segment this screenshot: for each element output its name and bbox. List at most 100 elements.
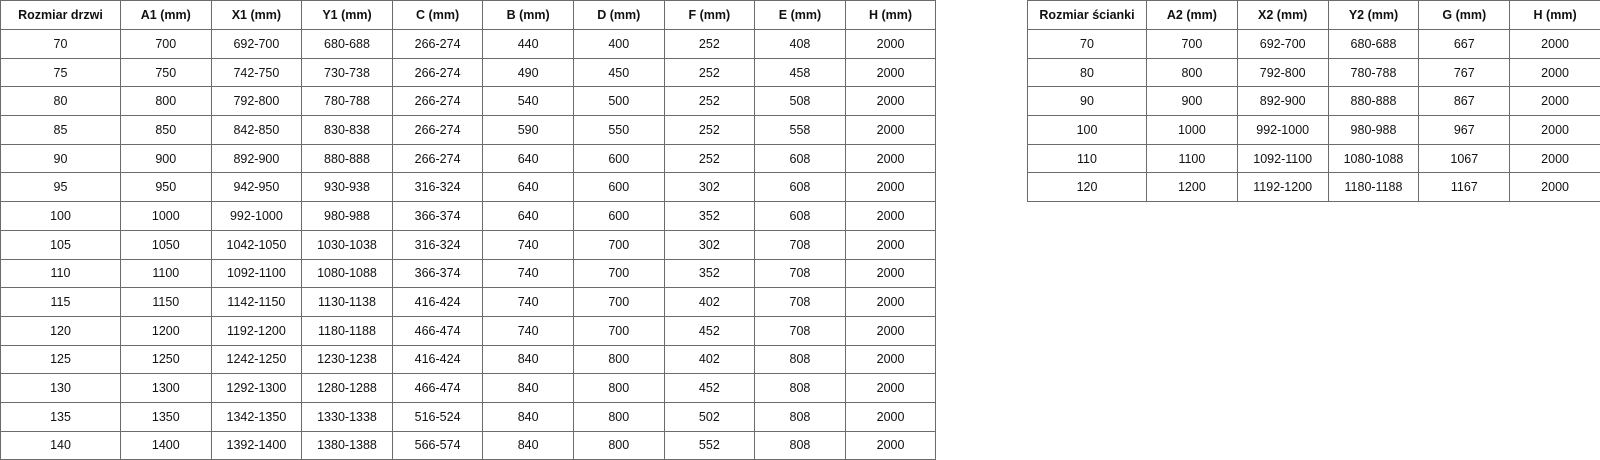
table-cell: 140	[1, 431, 121, 460]
table-cell: 2000	[845, 230, 936, 259]
table-cell: 80	[1028, 58, 1147, 87]
table-cell: 850	[121, 116, 212, 145]
table-cell: 708	[755, 288, 846, 317]
table-cell: 808	[755, 345, 846, 374]
table-cell: 2000	[845, 87, 936, 116]
table-cell: 2000	[845, 288, 936, 317]
table-cell: 1080-1088	[1328, 144, 1419, 173]
table-cell: 1250	[121, 345, 212, 374]
table-cell: 95	[1, 173, 121, 202]
table-cell: 266-274	[392, 144, 483, 173]
table-cell: 600	[573, 202, 664, 231]
table-cell: 130	[1, 374, 121, 403]
table-cell: 440	[483, 30, 574, 59]
column-header: A2 (mm)	[1147, 1, 1238, 30]
table-cell: 700	[1147, 30, 1238, 59]
table-cell: 1100	[121, 259, 212, 288]
table-cell: 800	[573, 402, 664, 431]
table-cell: 2000	[845, 144, 936, 173]
table-cell: 252	[664, 58, 755, 87]
table-cell: 1350	[121, 402, 212, 431]
table-cell: 458	[755, 58, 846, 87]
table-cell: 608	[755, 173, 846, 202]
table-cell: 590	[483, 116, 574, 145]
table-cell: 266-274	[392, 87, 483, 116]
table-cell: 1130-1138	[302, 288, 393, 317]
table-cell: 992-1000	[1237, 116, 1328, 145]
table-cell: 1342-1350	[211, 402, 302, 431]
table-cell: 490	[483, 58, 574, 87]
table-cell: 540	[483, 87, 574, 116]
table-cell: 1067	[1419, 144, 1510, 173]
table-cell: 352	[664, 259, 755, 288]
column-header: F (mm)	[664, 1, 755, 30]
table-cell: 830-838	[302, 116, 393, 145]
table-cell: 2000	[845, 116, 936, 145]
table-cell: 880-888	[302, 144, 393, 173]
table-cell: 1242-1250	[211, 345, 302, 374]
table-cell: 110	[1028, 144, 1147, 173]
table-cell: 90	[1028, 87, 1147, 116]
column-header: B (mm)	[483, 1, 574, 30]
table-cell: 740	[483, 288, 574, 317]
table-cell: 1200	[1147, 173, 1238, 202]
table-cell: 366-374	[392, 259, 483, 288]
column-header: A1 (mm)	[121, 1, 212, 30]
table-cell: 730-738	[302, 58, 393, 87]
table-cell: 808	[755, 402, 846, 431]
table-cell: 1180-1188	[1328, 173, 1419, 202]
table-cell: 1030-1038	[302, 230, 393, 259]
table-cell: 508	[755, 87, 846, 116]
table-cell: 1280-1288	[302, 374, 393, 403]
table-cell: 680-688	[302, 30, 393, 59]
table-cell: 2000	[845, 173, 936, 202]
table-cell: 700	[121, 30, 212, 59]
column-header: G (mm)	[1419, 1, 1510, 30]
table-cell: 252	[664, 30, 755, 59]
table-cell: 500	[573, 87, 664, 116]
table-cell: 700	[573, 230, 664, 259]
table-cell: 1300	[121, 374, 212, 403]
table-cell: 767	[1419, 58, 1510, 87]
table-cell: 558	[755, 116, 846, 145]
table-cell: 980-988	[1328, 116, 1419, 145]
table-cell: 452	[664, 316, 755, 345]
column-header: Rozmiar ścianki	[1028, 1, 1147, 30]
table-cell: 708	[755, 316, 846, 345]
table-cell: 680-688	[1328, 30, 1419, 59]
table-cell: 266-274	[392, 58, 483, 87]
table-cell: 400	[573, 30, 664, 59]
table-cell: 1380-1388	[302, 431, 393, 460]
column-header: X2 (mm)	[1237, 1, 1328, 30]
table-cell: 252	[664, 144, 755, 173]
table-cell: 1392-1400	[211, 431, 302, 460]
table-cell: 950	[121, 173, 212, 202]
table-cell: 892-900	[1237, 87, 1328, 116]
table-cell: 80	[1, 87, 121, 116]
table-cell: 552	[664, 431, 755, 460]
table-cell: 740	[483, 316, 574, 345]
table-cell: 402	[664, 345, 755, 374]
table-cell: 316-324	[392, 230, 483, 259]
column-header: X1 (mm)	[211, 1, 302, 30]
table-cell: 1400	[121, 431, 212, 460]
table-cell: 70	[1, 30, 121, 59]
table-cell: 880-888	[1328, 87, 1419, 116]
table-cell: 90	[1, 144, 121, 173]
table-cell: 867	[1419, 87, 1510, 116]
table-cell: 2000	[845, 202, 936, 231]
table-cell: 1167	[1419, 173, 1510, 202]
column-header: Y2 (mm)	[1328, 1, 1419, 30]
table-cell: 980-988	[302, 202, 393, 231]
column-header: H (mm)	[845, 1, 936, 30]
table-cell: 667	[1419, 30, 1510, 59]
table-cell: 600	[573, 144, 664, 173]
table-cell: 800	[121, 87, 212, 116]
